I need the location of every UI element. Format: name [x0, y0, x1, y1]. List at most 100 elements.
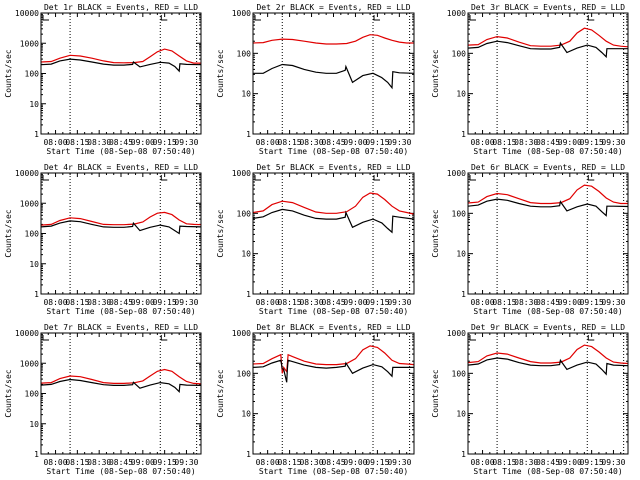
x-tick-label: 08:30: [87, 298, 111, 307]
y-tick-label: 1000: [232, 169, 251, 178]
bracket-marker: [373, 335, 381, 341]
series-lld-line: [252, 345, 415, 374]
x-tick-label: 08:30: [299, 298, 323, 307]
y-tick-label: 1: [461, 290, 466, 299]
series-events-line: [40, 378, 202, 394]
y-tick-label: 10: [456, 410, 466, 419]
y-tick-label: 100: [452, 369, 467, 378]
plot-title: Det 7r BLACK = Events, RED = LLD: [44, 323, 198, 332]
x-tick-label: 09:00: [558, 458, 582, 467]
x-tick-label: 09:30: [601, 458, 625, 467]
x-tick-label: 08:15: [278, 138, 302, 147]
x-tick-label: 09:30: [387, 138, 411, 147]
series-events-line: [467, 198, 629, 217]
bracket-marker: [587, 15, 595, 21]
x-tick-label: 08:00: [43, 138, 67, 147]
plot-frame: [40, 332, 202, 455]
series-events-line: [467, 357, 629, 376]
x-tick-label: 09:15: [153, 138, 177, 147]
y-tick-label: 1000: [232, 9, 251, 18]
x-axis-label: Start Time (08-Sep-08 07:50:40): [46, 307, 195, 316]
y-tick-label: 1: [246, 290, 251, 299]
bracket-marker: [42, 335, 49, 341]
y-axis-label: Counts/sec: [4, 369, 13, 417]
y-tick-label: 1000: [20, 39, 39, 48]
x-tick-label: 09:15: [365, 138, 389, 147]
x-tick-label: 09:15: [580, 298, 604, 307]
x-tick-label: 08:00: [256, 458, 280, 467]
x-tick-label: 08:00: [43, 458, 67, 467]
x-tick-label: 08:45: [109, 138, 133, 147]
x-tick-label: 08:45: [109, 298, 133, 307]
y-tick-label: 100: [25, 70, 40, 79]
x-tick-label: 08:30: [87, 138, 111, 147]
y-tick-label: 10: [241, 90, 251, 99]
bracket-marker: [160, 175, 168, 181]
series-lld-line: [467, 27, 629, 48]
y-tick-label: 1000: [447, 329, 466, 338]
series-events-line: [40, 58, 202, 73]
y-tick-label: 1: [34, 450, 39, 459]
bracket-marker: [160, 15, 168, 21]
x-tick-label: 09:15: [580, 458, 604, 467]
x-tick-label: 08:30: [299, 138, 323, 147]
x-tick-label: 09:30: [174, 138, 198, 147]
x-tick-label: 09:15: [153, 298, 177, 307]
bracket-marker: [469, 175, 476, 181]
plot-frame: [252, 172, 415, 295]
plot-title: Det 5r BLACK = Events, RED = LLD: [256, 163, 410, 172]
x-tick-label: 08:15: [492, 298, 516, 307]
y-axis-label: Counts/sec: [431, 369, 440, 417]
x-tick-label: 09:00: [343, 458, 367, 467]
y-axis-label: Counts/sec: [431, 209, 440, 257]
plot-title: Det 3r BLACK = Events, RED = LLD: [471, 3, 625, 12]
y-tick-label: 100: [237, 209, 252, 218]
series-lld-line: [40, 211, 202, 226]
x-tick-label: 08:15: [65, 458, 89, 467]
y-tick-label: 1: [34, 130, 39, 139]
x-tick-label: 09:00: [343, 138, 367, 147]
y-tick-label: 10: [29, 420, 39, 429]
x-tick-label: 09:00: [131, 138, 155, 147]
x-tick-label: 09:30: [387, 458, 411, 467]
bracket-marker: [42, 15, 49, 21]
x-axis-label: Start Time (08-Sep-08 07:50:40): [473, 147, 622, 156]
x-tick-label: 09:15: [153, 458, 177, 467]
y-tick-label: 1: [461, 130, 466, 139]
y-axis-label: Counts/sec: [431, 49, 440, 97]
x-axis-label: Start Time (08-Sep-08 07:50:40): [259, 467, 408, 476]
plot-title: Det 6r BLACK = Events, RED = LLD: [471, 163, 625, 172]
x-tick-label: 09:00: [558, 138, 582, 147]
plot-frame: [252, 12, 415, 135]
y-tick-label: 100: [237, 369, 252, 378]
bracket-marker: [469, 335, 476, 341]
x-tick-label: 09:00: [131, 298, 155, 307]
x-tick-label: 08:30: [87, 458, 111, 467]
x-tick-label: 08:45: [536, 138, 560, 147]
y-tick-label: 1: [246, 130, 251, 139]
x-tick-label: 08:15: [278, 298, 302, 307]
x-tick-label: 09:15: [365, 458, 389, 467]
x-tick-label: 09:15: [580, 138, 604, 147]
x-tick-label: 09:30: [601, 138, 625, 147]
bracket-marker: [469, 15, 476, 21]
series-lld-line: [40, 368, 202, 385]
y-tick-label: 1000: [447, 169, 466, 178]
x-tick-label: 09:30: [387, 298, 411, 307]
x-tick-label: 08:45: [536, 298, 560, 307]
y-tick-label: 10: [29, 260, 39, 269]
plot-panel-9: Det 9r BLACK = Events, RED = LLD 1 10 100 10…: [431, 323, 629, 476]
bracket-marker: [160, 335, 168, 341]
y-tick-label: 100: [452, 209, 467, 218]
series-lld-line: [40, 48, 201, 64]
bracket-marker: [254, 335, 261, 341]
bracket-marker: [373, 15, 381, 21]
x-axis-label: Start Time (08-Sep-08 07:50:40): [473, 467, 622, 476]
y-tick-label: 100: [452, 49, 467, 58]
y-axis-label: Counts/sec: [216, 369, 225, 417]
plot-panel-8: Det 8r BLACK = Events, RED = LLD 1 10 100 10…: [216, 323, 415, 476]
plot-panel-1: Det 1r BLACK = Events, RED = LLD 1 10 100 10…: [4, 3, 202, 156]
y-tick-label: 10: [241, 410, 251, 419]
x-tick-label: 08:00: [43, 298, 67, 307]
